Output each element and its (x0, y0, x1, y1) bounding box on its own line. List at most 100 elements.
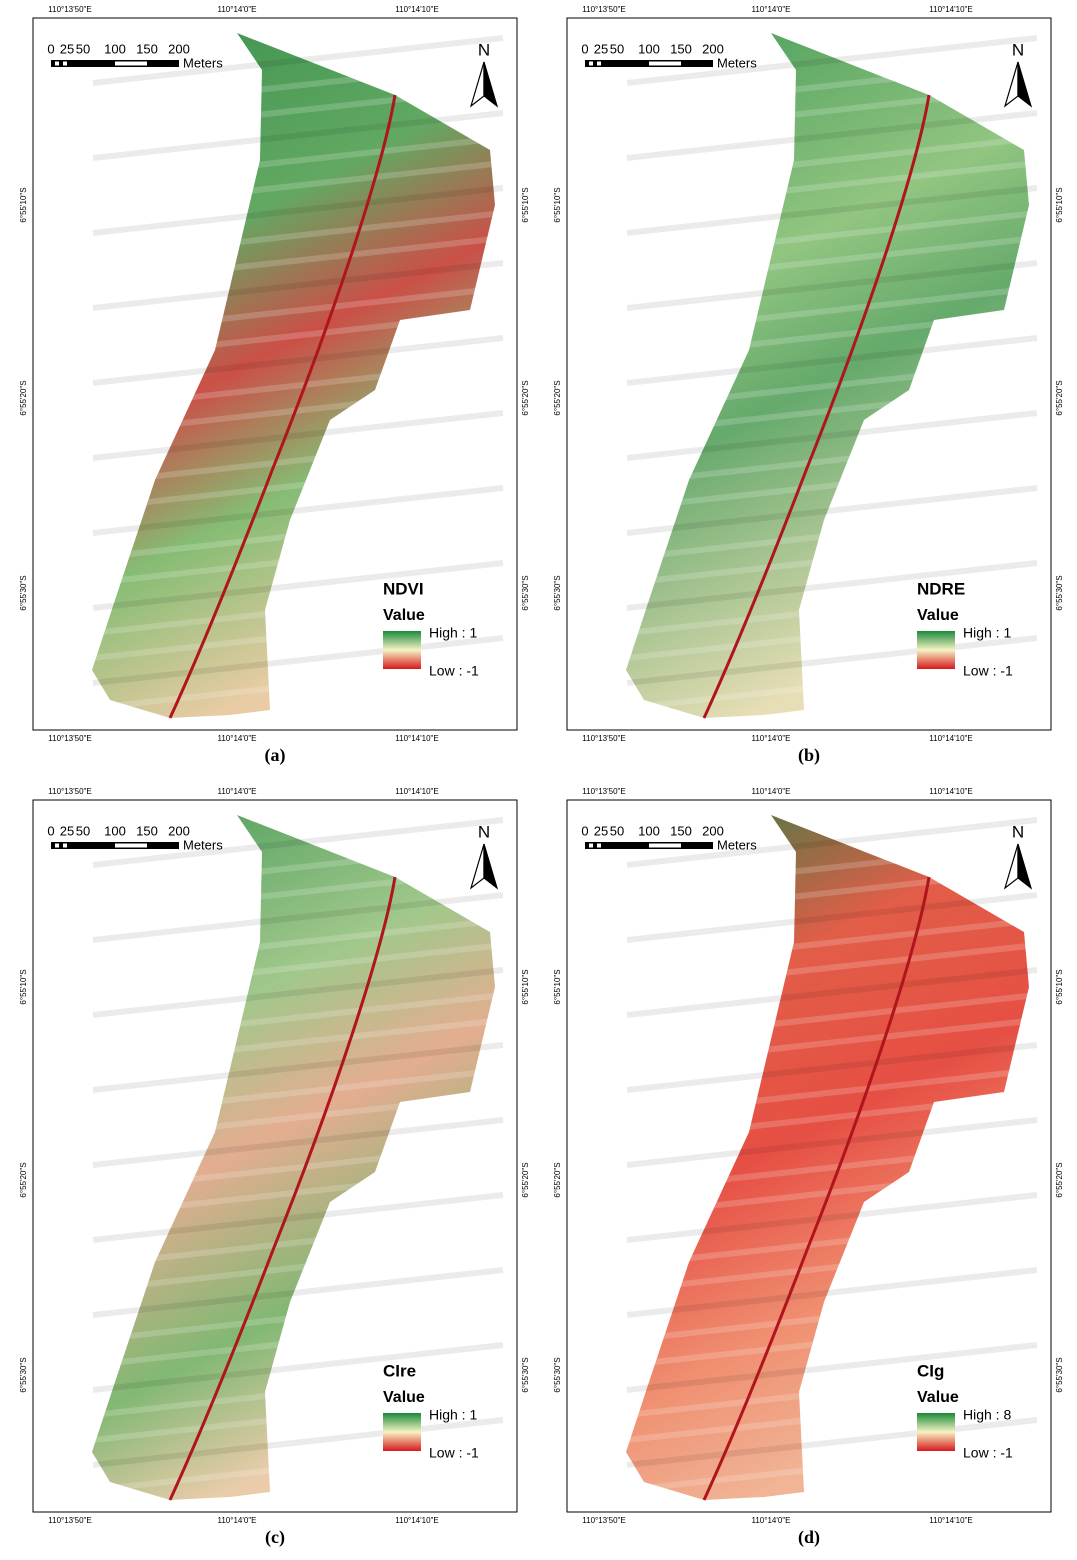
latitude-label: 6°55'30"S (1055, 575, 1064, 610)
scale-unit: Meters (717, 55, 757, 70)
scale-label: 50 (610, 823, 624, 838)
latitude-label: 6°55'10"S (553, 187, 562, 222)
scale-label: 0 (581, 823, 588, 838)
map-panel: 110°13'50"E 110°13'50"E 110°14'0"E 110°14'0… (553, 5, 1064, 766)
longitude-label: 110°14'10"E (395, 1516, 438, 1525)
latitude-label: 6°55'30"S (1055, 1357, 1064, 1392)
scale-bar-segment (589, 844, 593, 848)
scale-unit: Meters (183, 55, 223, 70)
latitude-label: 6°55'30"S (521, 1357, 530, 1392)
scale-label: 150 (670, 41, 692, 56)
latitude-label: 6°55'20"S (19, 1162, 28, 1197)
legend-ramp (917, 1413, 955, 1451)
latitude-label: 6°55'30"S (553, 1357, 562, 1392)
scale-bar-segment (649, 62, 681, 66)
scale-bar-segment (597, 62, 601, 66)
panel-caption: (a) (265, 745, 286, 766)
longitude-label: 110°14'0"E (751, 5, 790, 14)
latitude-label: 6°55'20"S (1055, 380, 1064, 415)
scale-label: 100 (638, 41, 660, 56)
latitude-label: 6°55'20"S (19, 380, 28, 415)
scale-label: 25 (594, 41, 608, 56)
latitude-label: 6°55'10"S (19, 187, 28, 222)
scale-label: 150 (136, 823, 158, 838)
longitude-label: 110°14'0"E (217, 1516, 256, 1525)
legend-low: Low : -1 (963, 1445, 1013, 1461)
scale-bar-segment (597, 844, 601, 848)
scale-label: 200 (702, 823, 724, 838)
scale-bar-segment (589, 62, 593, 66)
legend-high: High : 1 (429, 1407, 477, 1423)
latitude-label: 6°55'30"S (521, 575, 530, 610)
latitude-label: 6°55'20"S (521, 1162, 530, 1197)
legend-index: NDVI (383, 579, 424, 598)
legend-ramp (383, 1413, 421, 1451)
scale-bar-segment (55, 844, 59, 848)
scale-label: 50 (76, 41, 90, 56)
longitude-label: 110°13'50"E (48, 734, 91, 743)
longitude-label: 110°13'50"E (582, 787, 625, 796)
scale-label: 25 (594, 823, 608, 838)
scale-label: 0 (47, 41, 54, 56)
legend-low: Low : -1 (429, 663, 479, 679)
scale-label: 25 (60, 823, 74, 838)
legend-title: Value (917, 1389, 959, 1406)
longitude-label: 110°14'10"E (929, 734, 972, 743)
scale-bar-segment (115, 844, 147, 848)
scale-unit: Meters (183, 837, 223, 852)
scale-label: 150 (670, 823, 692, 838)
longitude-label: 110°13'50"E (582, 1516, 625, 1525)
scale-label: 200 (168, 823, 190, 838)
scale-label: 200 (702, 41, 724, 56)
latitude-label: 6°55'10"S (1055, 969, 1064, 1004)
longitude-label: 110°14'10"E (395, 734, 438, 743)
scale-bar-segment (649, 844, 681, 848)
latitude-label: 6°55'10"S (19, 969, 28, 1004)
latitude-label: 6°55'10"S (553, 969, 562, 1004)
latitude-label: 6°55'10"S (521, 187, 530, 222)
scale-label: 200 (168, 41, 190, 56)
scale-label: 100 (638, 823, 660, 838)
legend-high: High : 8 (963, 1407, 1011, 1423)
longitude-label: 110°14'0"E (217, 5, 256, 14)
map-panel: 110°13'50"E110°13'50"E110°14'0"E110°14'0… (553, 787, 1064, 1548)
north-label: N (478, 822, 490, 841)
scale-label: 0 (581, 41, 588, 56)
legend-title: Value (383, 1389, 425, 1406)
scale-label: 25 (60, 41, 74, 56)
legend-ramp (383, 631, 421, 669)
longitude-label: 110°13'50"E (582, 734, 625, 743)
legend-index: CIg (917, 1361, 944, 1380)
latitude-label: 6°55'10"S (1055, 187, 1064, 222)
scale-label: 0 (47, 823, 54, 838)
map-panel: 110°13'50"E110°13'50"E110°14'0"E110°14'0… (19, 5, 530, 766)
longitude-label: 110°14'0"E (217, 787, 256, 796)
legend-high: High : 1 (963, 625, 1011, 641)
scale-label: 50 (610, 41, 624, 56)
longitude-label: 110°14'0"E (751, 1516, 790, 1525)
legend-ramp (917, 631, 955, 669)
latitude-label: 6°55'10"S (521, 969, 530, 1004)
longitude-label: 110°14'0"E (751, 734, 790, 743)
legend-title: Value (917, 607, 959, 624)
legend-low: Low : -1 (963, 663, 1013, 679)
scale-label: 150 (136, 41, 158, 56)
longitude-label: 110°13'50"E (48, 1516, 91, 1525)
legend-index: NDRE (917, 579, 965, 598)
longitude-label: 110°13'50"E (582, 5, 625, 14)
scale-bar-segment (63, 62, 67, 66)
panel-caption: (c) (265, 1527, 285, 1548)
longitude-label: 110°14'10"E (929, 1516, 972, 1525)
latitude-label: 6°55'30"S (19, 575, 28, 610)
legend-title: Value (383, 607, 425, 624)
scale-bar-segment (115, 62, 147, 66)
scale-bar-segment (63, 844, 67, 848)
legend-high: High : 1 (429, 625, 477, 641)
longitude-label: 110°14'10"E (395, 787, 438, 796)
panel-caption: (b) (798, 745, 820, 766)
longitude-label: 110°14'0"E (217, 734, 256, 743)
scale-unit: Meters (717, 837, 757, 852)
map-panel: 110°13'50"E110°13'50"E110°14'0"E110°14'0… (19, 787, 530, 1548)
north-label: N (1012, 40, 1024, 59)
figure: 110°13'50"E 110°13'50"E 110°14'0"E 110°14'0… (0, 0, 1077, 1555)
